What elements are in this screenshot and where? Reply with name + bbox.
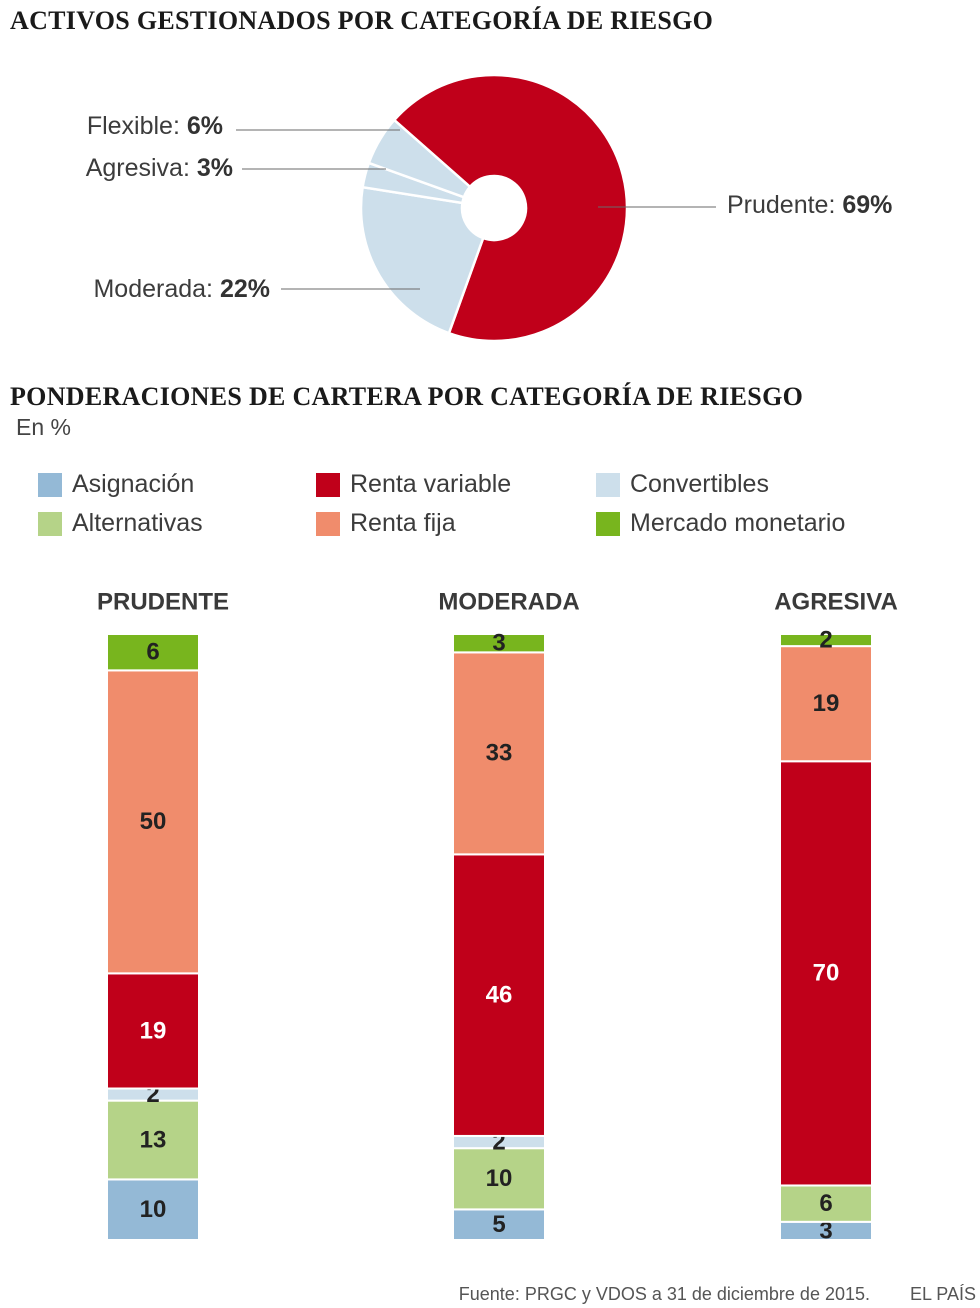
pie-label-moderada: Moderada: 22% (93, 275, 270, 303)
legend-item-alternativas: Alternativas (38, 509, 203, 538)
bar-value-label: 13 (140, 1126, 167, 1153)
bar-segment-prudente-renta-fija (106, 669, 200, 975)
bar-value-label: 70 (813, 960, 840, 987)
pie-label-prudente: Prudente: 69% (727, 191, 892, 219)
bar-segment-agresiva-mercado-monetario (779, 633, 873, 648)
pie-label-agresiva: Agresiva: 3% (86, 154, 233, 182)
pie-chart-title: ACTIVOS GESTIONADOS POR CATEGORÍA DE RIE… (10, 6, 714, 35)
bar-value-label: 19 (813, 690, 840, 717)
bar-category-moderada: MODERADA (438, 588, 579, 615)
pie-label-value: 69% (842, 191, 892, 219)
bar-segment-prudente-renta-variable (106, 972, 200, 1090)
bar-segment-moderada-asignacion (452, 1208, 546, 1241)
bar-value-label: 3 (819, 1217, 832, 1244)
pie-label-flexible: Flexible: 6% (87, 112, 223, 140)
legend-swatch-alternativas (38, 511, 62, 536)
bar-value-label: 2 (819, 626, 832, 653)
bar-value-label: 46 (486, 981, 513, 1008)
pie-label-name: Prudente: (727, 191, 842, 219)
bar-chart-title: PONDERACIONES DE CARTERA POR CATEGORÍA D… (10, 382, 804, 411)
legend-swatch-mercado-monetario (596, 511, 620, 536)
pie-label-name: Flexible: (87, 112, 187, 140)
bar-category-prudente: PRUDENTE (97, 588, 229, 615)
bar-value-label: 33 (486, 740, 513, 767)
bar-segment-moderada-mercado-monetario (452, 633, 546, 654)
bar-segment-prudente-mercado-monetario (106, 633, 200, 672)
bar-value-label: 10 (140, 1196, 167, 1223)
legend-label: Renta variable (350, 470, 512, 498)
source-note: Fuente: PRGC y VDOS a 31 de diciembre de… (458, 1284, 870, 1304)
legend-label: Alternativas (72, 509, 203, 537)
legend-item-mercado-monetario: Mercado monetario (596, 509, 845, 538)
legend-item-renta-variable: Renta variable (316, 470, 511, 499)
bar-segment-agresiva-alternativas (779, 1184, 873, 1223)
pie-label-value: 3% (197, 154, 233, 182)
legend-swatch-asignacion (38, 472, 62, 497)
brand-credit: EL PAÍS (909, 1284, 976, 1304)
pie-label-value: 6% (187, 112, 223, 140)
bar-segment-prudente-alternativas (106, 1099, 200, 1181)
legend-swatch-convertibles (596, 472, 620, 497)
pie-slice-moderada (359, 185, 485, 335)
legend-item-renta-fija: Renta fija (316, 509, 456, 538)
bar-segment-prudente-asignacion (106, 1178, 200, 1242)
stacked-bar-chart: PRUDENTE1013219506MODERADA510246333AGRES… (97, 588, 898, 1244)
pie-slice-flexible (367, 118, 472, 199)
bar-segment-agresiva-renta-variable (779, 760, 873, 1187)
pie-label-name: Agresiva: (86, 154, 197, 182)
bar-category-agresiva: AGRESIVA (774, 588, 898, 615)
legend-label: Asignación (72, 470, 195, 498)
bar-value-label: 3 (492, 630, 505, 657)
bar-chart-unit: En % (16, 414, 71, 440)
pie-label-value: 22% (220, 275, 270, 303)
legend-item-convertibles: Convertibles (596, 470, 769, 499)
pie-label-name: Moderada: (93, 275, 219, 303)
bar-value-label: 5 (492, 1211, 505, 1238)
legend-swatch-renta-variable (316, 472, 340, 497)
bar-value-label: 6 (819, 1190, 832, 1217)
bar-value-label: 10 (486, 1165, 513, 1192)
legend-label: Renta fija (350, 509, 456, 537)
legend-swatch-renta-fija (316, 511, 340, 536)
legend-item-asignacion: Asignación (38, 470, 194, 499)
bar-value-label: 19 (140, 1017, 167, 1044)
bar-segment-agresiva-renta-fija (779, 645, 873, 763)
bar-segment-moderada-renta-variable (452, 853, 546, 1137)
pie-slice-prudente (392, 73, 629, 343)
bar-value-label: 6 (146, 639, 159, 666)
bar-value-label: 50 (140, 808, 167, 835)
legend-label: Convertibles (630, 470, 769, 498)
legend-label: Mercado monetario (630, 509, 846, 537)
pie-chart: Prudente: 69% Moderada: 22% Agresiva: 3% Fl… (86, 73, 892, 343)
